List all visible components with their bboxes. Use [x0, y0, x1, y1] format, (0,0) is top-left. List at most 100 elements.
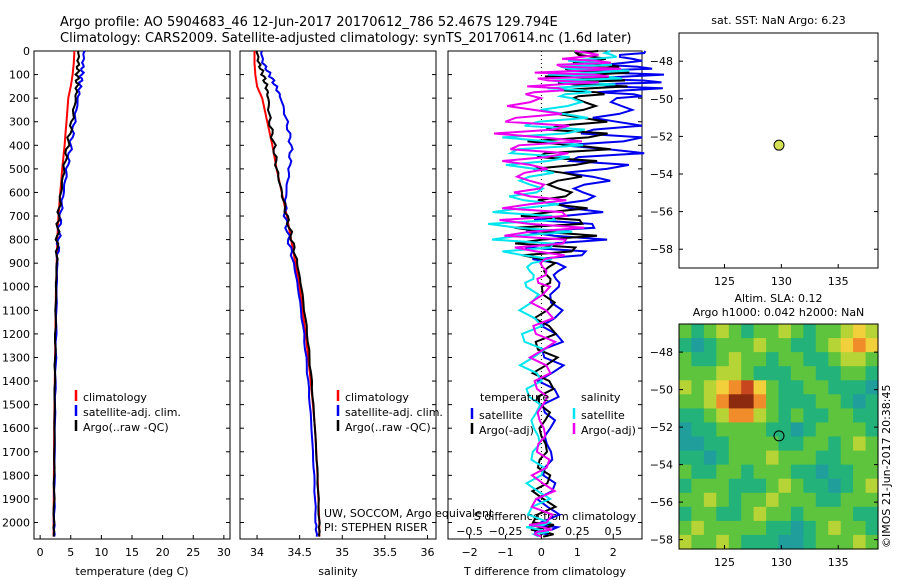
heatmap-cell	[865, 422, 879, 438]
heatmap-cell	[778, 422, 792, 438]
heatmap-cell	[728, 380, 742, 395]
heatmap-cell	[703, 534, 717, 550]
heatmap-cell	[703, 478, 717, 494]
heatmap-cell	[790, 478, 804, 494]
differences-panel: −2 −1 0 1 2 T difference from climatology −0.5…	[447, 50, 665, 578]
depth-tick-label: 1000	[2, 281, 30, 294]
heatmap-cell	[803, 450, 817, 466]
sla-map-ytick-label: −52	[650, 421, 673, 434]
legend-label: Argo(-adj)	[479, 424, 534, 437]
heatmap-cell	[703, 324, 717, 339]
heatmap-cell	[679, 352, 692, 367]
heatmap-cell	[803, 436, 817, 452]
heatmap-cell	[865, 380, 879, 395]
salinity-diff-tick-label: −0.25	[489, 525, 523, 538]
heatmap-cell	[853, 478, 867, 494]
heatmap-cell	[778, 338, 792, 353]
heatmap-cell	[853, 520, 867, 536]
heatmap-cell	[865, 534, 879, 550]
salinity-diff-tick-label: −0.5	[456, 525, 483, 538]
heatmap-cell	[778, 352, 792, 367]
depth-tick-label: 1200	[2, 328, 30, 341]
depth-tick-label: 600	[9, 186, 30, 199]
heatmap-cell	[790, 338, 804, 353]
heatmap-cell	[840, 422, 854, 438]
depth-tick-label: 500	[9, 163, 30, 176]
legend-header-salinity: salinity	[581, 391, 621, 404]
heatmap-cell	[703, 506, 717, 522]
differences-xtick-label: 1	[574, 546, 581, 559]
temperature-xtick-label: 20	[156, 546, 170, 559]
heatmap-cell	[716, 394, 730, 409]
credit-stamp: ©IMOS 21-Jun-2017 20:38:45	[880, 384, 893, 548]
heatmap-cell	[778, 464, 792, 480]
heatmap-cell	[790, 520, 804, 536]
legend-header-temperature: temperature	[480, 391, 549, 404]
legend-label: Argo(-adj)	[581, 424, 636, 437]
heatmap-cell	[778, 520, 792, 536]
heatmap-cell	[753, 520, 767, 536]
heatmap-cell	[840, 520, 854, 536]
heatmap-cell	[778, 408, 792, 424]
sst-map-ytick-label: −58	[650, 243, 673, 256]
heatmap-cell	[803, 338, 817, 353]
legend-label: satellite	[479, 409, 523, 422]
heatmap-cell	[790, 534, 804, 550]
heatmap-cell	[840, 478, 854, 494]
sst-map-title: sat. SST: NaN Argo: 6.23	[711, 14, 845, 27]
heatmap-cell	[679, 492, 692, 508]
heatmap-cell	[865, 352, 879, 367]
heatmap-cell	[766, 464, 780, 480]
heatmap-cell	[691, 422, 705, 438]
salinity-diff-tick-label: 0.25	[565, 525, 590, 538]
heatmap-cell	[703, 450, 717, 466]
heatmap-cell	[741, 534, 755, 550]
heatmap-cell	[716, 450, 730, 466]
heatmap-cell	[691, 534, 705, 550]
attribution-line-2: PI: STEPHEN RISER	[324, 521, 428, 534]
heatmap-cell	[828, 436, 842, 452]
heatmap-cell	[728, 436, 742, 452]
heatmap-cell	[753, 450, 767, 466]
heatmap-cell	[815, 464, 829, 480]
heatmap-cell	[828, 506, 842, 522]
heatmap-cell	[753, 464, 767, 480]
heatmap-cell	[728, 520, 742, 536]
heatmap-cell	[691, 450, 705, 466]
heatmap-cell	[703, 464, 717, 480]
heatmap-cell	[716, 408, 730, 424]
heatmap-cell	[716, 380, 730, 395]
attribution-line-1: UW, SOCCOM, Argo equivalent	[324, 507, 494, 520]
heatmap-cell	[766, 436, 780, 452]
heatmap-cell	[865, 450, 879, 466]
heatmap-cell	[803, 366, 817, 381]
heatmap-cell	[803, 506, 817, 522]
salinity-diff-tick-label: 0.5	[605, 525, 623, 538]
heatmap-cell	[703, 520, 717, 536]
heatmap-cell	[790, 408, 804, 424]
heatmap-cell	[828, 338, 842, 353]
heatmap-cell	[766, 408, 780, 424]
heatmap-cell	[766, 492, 780, 508]
heatmap-cell	[790, 422, 804, 438]
heatmap-cell	[703, 394, 717, 409]
heatmap-cell	[728, 394, 742, 409]
heatmap-cell	[679, 436, 692, 452]
differences-xtick-label: −2	[461, 546, 477, 559]
heatmap-cell	[828, 450, 842, 466]
sla-map-xtick-label: 125	[714, 556, 735, 569]
depth-tick-label: 1400	[2, 375, 30, 388]
sst-map-xtick-label: 125	[714, 275, 735, 288]
salinity-xtick-label: 35.5	[373, 546, 398, 559]
heatmap-cell	[803, 478, 817, 494]
heatmap-cell	[803, 380, 817, 395]
heatmap-cell	[703, 338, 717, 353]
heatmap-cell	[741, 408, 755, 424]
heatmap-cell	[691, 324, 705, 339]
salinity-series-line	[260, 50, 319, 537]
depth-tick-label: 800	[9, 234, 30, 247]
depth-tick-label: 0	[23, 45, 30, 58]
heatmap-cell	[865, 492, 879, 508]
heatmap-cell	[803, 422, 817, 438]
heatmap-cell	[853, 450, 867, 466]
